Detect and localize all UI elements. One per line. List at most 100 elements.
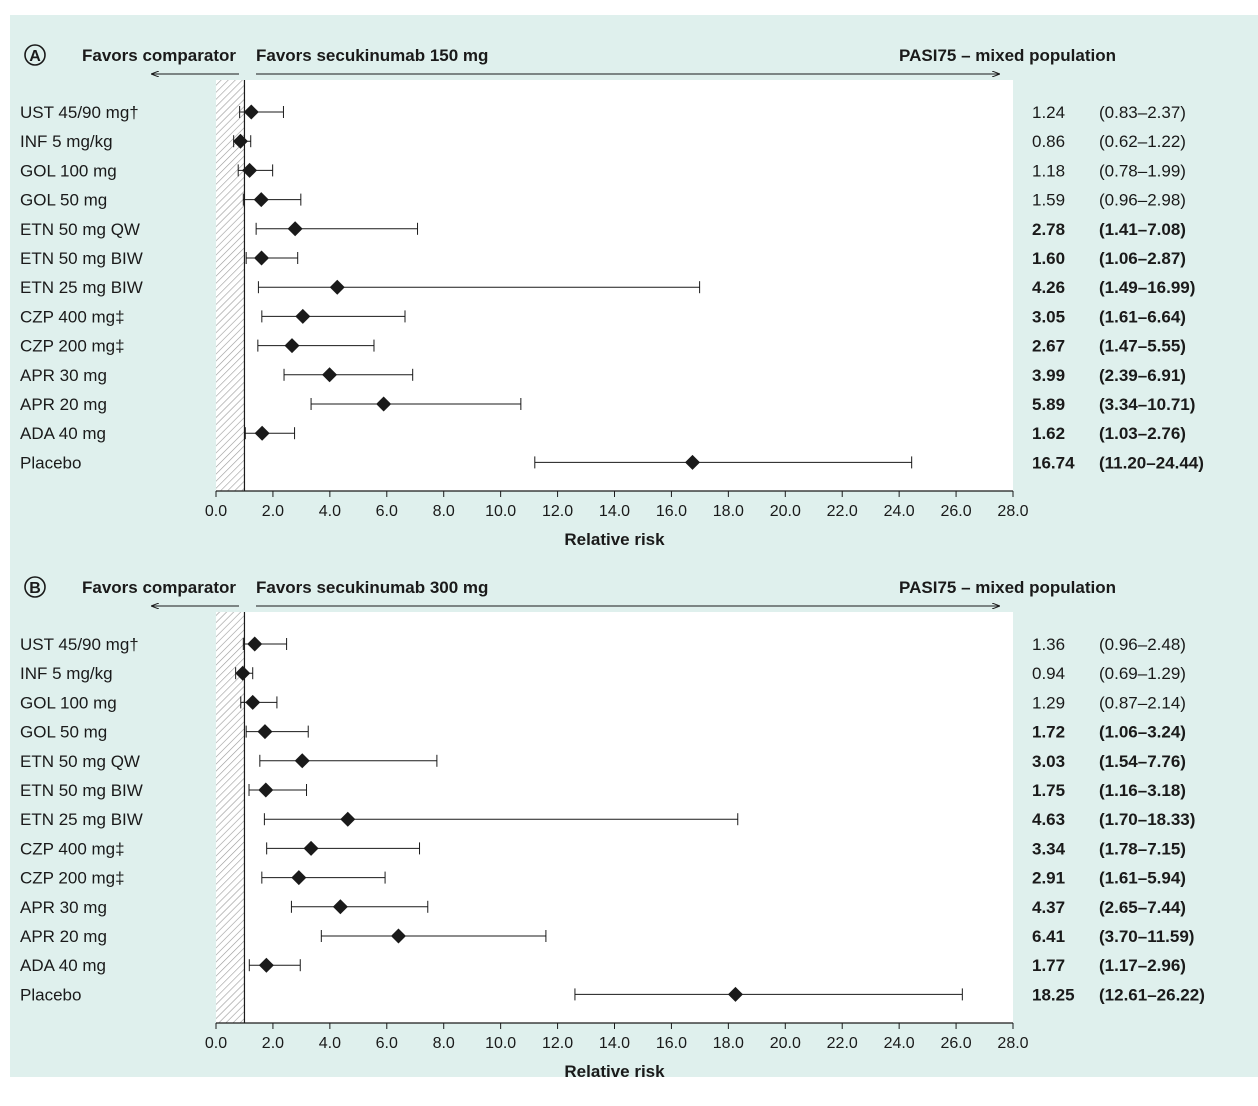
rr-value: 5.89 xyxy=(1032,395,1065,414)
favors-secukinumab-label: Favors secukinumab 300 mg xyxy=(256,578,488,597)
x-tick-label: 4.0 xyxy=(319,503,341,520)
ci-value: (0.78–1.99) xyxy=(1099,161,1186,180)
ci-value: (1.61–6.64) xyxy=(1099,307,1186,326)
rr-diamond-marker xyxy=(322,367,338,383)
rr-diamond-marker xyxy=(245,694,261,710)
rr-value: 16.74 xyxy=(1032,453,1075,472)
rr-diamond-marker xyxy=(235,665,251,681)
x-tick-label: 0.0 xyxy=(205,1035,227,1052)
x-tick-label: 8.0 xyxy=(433,503,455,520)
rr-value: 1.62 xyxy=(1032,424,1065,443)
x-axis-label: Relative risk xyxy=(564,530,665,549)
x-tick-label: 16.0 xyxy=(656,1035,687,1052)
rr-diamond-marker xyxy=(376,396,392,412)
row-label: INF 5 mg/kg xyxy=(20,664,113,683)
panel-badge-circle xyxy=(24,576,46,598)
x-tick-label: 28.0 xyxy=(997,503,1028,520)
rr-value: 2.91 xyxy=(1032,869,1065,888)
rr-value: 2.78 xyxy=(1032,220,1065,239)
x-tick-label: 20.0 xyxy=(770,1035,801,1052)
row-label: APR 20 mg xyxy=(20,927,107,946)
rr-value: 1.29 xyxy=(1032,693,1065,712)
ci-value: (3.34–10.71) xyxy=(1099,395,1195,414)
rr-value: 4.37 xyxy=(1032,898,1065,917)
rr-value: 18.25 xyxy=(1032,985,1075,1004)
figure-container: A Favors comparator Favors secukinumab 150… xyxy=(10,15,1258,1077)
hatched-region xyxy=(216,612,245,1023)
row-label: ADA 40 mg xyxy=(20,424,106,443)
x-tick-label: 20.0 xyxy=(770,503,801,520)
row-label: Placebo xyxy=(20,985,81,1004)
x-tick-label: 24.0 xyxy=(884,503,915,520)
row-label: APR 30 mg xyxy=(20,898,107,917)
rr-diamond-marker xyxy=(727,986,743,1002)
x-tick-label: 22.0 xyxy=(827,503,858,520)
rr-value: 1.24 xyxy=(1032,103,1065,122)
rr-diamond-marker xyxy=(332,899,348,915)
rr-diamond-marker xyxy=(295,308,311,324)
row-label: CZP 400 mg‡ xyxy=(20,307,125,326)
rr-diamond-marker xyxy=(340,811,356,827)
x-tick-label: 16.0 xyxy=(656,503,687,520)
row-label: INF 5 mg/kg xyxy=(20,132,113,151)
x-axis-label: Relative risk xyxy=(564,1062,665,1077)
row-label: ETN 50 mg BIW xyxy=(20,249,143,268)
rr-diamond-marker xyxy=(254,425,270,441)
rr-value: 0.86 xyxy=(1032,132,1065,151)
rr-diamond-marker xyxy=(291,870,307,886)
x-tick-label: 6.0 xyxy=(376,503,398,520)
ci-value: (1.03–2.76) xyxy=(1099,424,1186,443)
ci-value: (2.39–6.91) xyxy=(1099,366,1186,385)
rr-value: 4.26 xyxy=(1032,278,1065,297)
row-label: CZP 200 mg‡ xyxy=(20,337,125,356)
ci-value: (0.62–1.22) xyxy=(1099,132,1186,151)
x-tick-label: 22.0 xyxy=(827,1035,858,1052)
rr-diamond-marker xyxy=(258,782,274,798)
row-label: APR 30 mg xyxy=(20,366,107,385)
x-tick-label: 18.0 xyxy=(713,1035,744,1052)
row-label: ETN 25 mg BIW xyxy=(20,810,143,829)
row-label: ETN 50 mg BIW xyxy=(20,781,143,800)
ci-value: (11.20–24.44) xyxy=(1099,453,1204,472)
panel-badge-circle xyxy=(24,44,46,66)
row-label: GOL 100 mg xyxy=(20,161,117,180)
panel-title: PASI75 – mixed population xyxy=(899,578,1116,597)
ci-value: (0.87–2.14) xyxy=(1099,693,1186,712)
rr-diamond-marker xyxy=(390,928,406,944)
rr-value: 6.41 xyxy=(1032,927,1065,946)
x-tick-label: 26.0 xyxy=(941,503,972,520)
ci-value: (1.47–5.55) xyxy=(1099,337,1186,356)
ci-value: (0.83–2.37) xyxy=(1099,103,1186,122)
rr-value: 3.34 xyxy=(1032,839,1066,858)
rr-diamond-marker xyxy=(684,454,700,470)
ci-value: (0.96–2.98) xyxy=(1099,191,1186,210)
x-tick-label: 12.0 xyxy=(542,503,573,520)
ci-value: (3.70–11.59) xyxy=(1099,927,1194,946)
hatched-region xyxy=(216,80,245,491)
x-tick-label: 4.0 xyxy=(319,1035,341,1052)
ci-value: (1.54–7.76) xyxy=(1099,752,1186,771)
ci-value: (12.61–26.22) xyxy=(1099,985,1205,1004)
ci-value: (1.70–18.33) xyxy=(1099,810,1195,829)
ci-value: (1.17–2.96) xyxy=(1099,956,1186,975)
row-label: CZP 400 mg‡ xyxy=(20,839,125,858)
x-tick-label: 14.0 xyxy=(599,503,630,520)
rr-value: 3.03 xyxy=(1032,752,1065,771)
rr-value: 1.72 xyxy=(1032,723,1065,742)
x-tick-label: 28.0 xyxy=(997,1035,1028,1052)
row-label: CZP 200 mg‡ xyxy=(20,869,125,888)
row-label: ADA 40 mg xyxy=(20,956,106,975)
ci-value: (1.16–3.18) xyxy=(1099,781,1186,800)
ci-value: (1.61–5.94) xyxy=(1099,869,1186,888)
plot-area xyxy=(216,80,1013,491)
rr-diamond-marker xyxy=(294,753,310,769)
x-tick-label: 8.0 xyxy=(433,1035,455,1052)
plot-area xyxy=(216,612,1013,1023)
row-label: Placebo xyxy=(20,453,81,472)
ci-value: (1.49–16.99) xyxy=(1099,278,1195,297)
rr-value: 1.36 xyxy=(1032,635,1065,654)
x-tick-label: 12.0 xyxy=(542,1035,573,1052)
rr-diamond-marker xyxy=(242,162,258,178)
rr-diamond-marker xyxy=(287,221,303,237)
favors-secukinumab-label: Favors secukinumab 150 mg xyxy=(256,46,488,65)
